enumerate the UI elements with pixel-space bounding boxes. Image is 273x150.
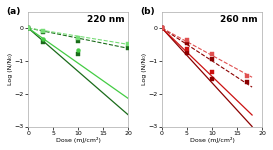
- X-axis label: Dose (mJ/cm²): Dose (mJ/cm²): [189, 137, 235, 143]
- X-axis label: Dose (mJ/cm²): Dose (mJ/cm²): [56, 137, 101, 143]
- Y-axis label: Log (N/N₀): Log (N/N₀): [142, 53, 147, 85]
- Text: (a): (a): [6, 7, 20, 16]
- Text: 260 nm: 260 nm: [221, 15, 258, 24]
- Text: (b): (b): [140, 7, 155, 16]
- Y-axis label: Log (N/N₀): Log (N/N₀): [8, 53, 13, 85]
- Text: 220 nm: 220 nm: [87, 15, 124, 24]
